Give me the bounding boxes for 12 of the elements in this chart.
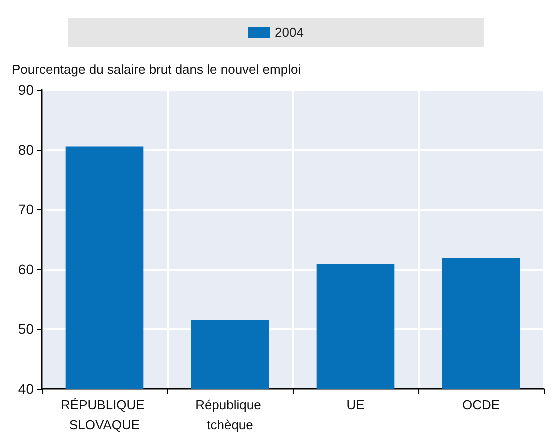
y-tick-label: 60 [18,261,34,278]
y-tick-label: 80 [18,142,34,158]
x-tick-label: UE [346,398,366,412]
y-tick-label: 50 [18,321,34,338]
y-tick-label: 90 [18,82,34,98]
x-tick-label: RÉPUBLIQUE SLOVAQUE [61,398,148,432]
y-tick-label: 40 [18,381,34,397]
x-tick-label: République tchèque [196,398,265,432]
x-tick-label: OCDE [462,398,500,412]
y-tick-label: 70 [18,202,34,218]
y-axis-title: Pourcentage du salaire brut dans le nouvel emploi [12,62,302,77]
legend-label: 2004 [275,25,304,40]
